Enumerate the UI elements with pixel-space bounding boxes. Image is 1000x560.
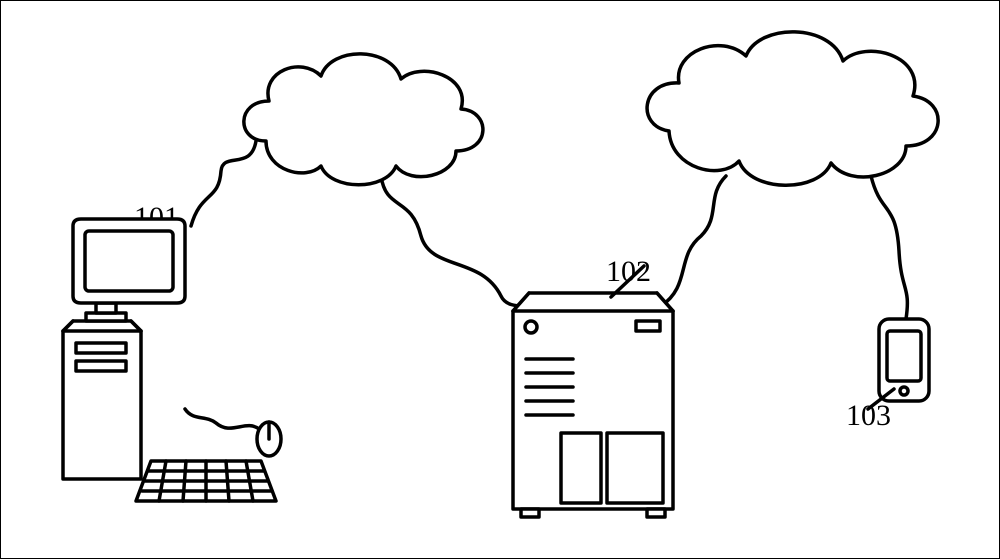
edge-server-cloud2 <box>661 176 726 306</box>
computer-icon <box>63 219 281 501</box>
edge-cloud1-server <box>381 176 546 313</box>
phone-icon <box>879 319 929 401</box>
diagram-canvas: 101 102 103 <box>0 0 1000 559</box>
cloud-icon <box>244 54 483 185</box>
server-icon <box>513 293 673 517</box>
cloud-icon <box>647 32 938 185</box>
edge-cloud2-phone <box>871 176 907 319</box>
edge-computer-cloud1 <box>191 141 256 226</box>
diagram-svg <box>1 1 1000 560</box>
